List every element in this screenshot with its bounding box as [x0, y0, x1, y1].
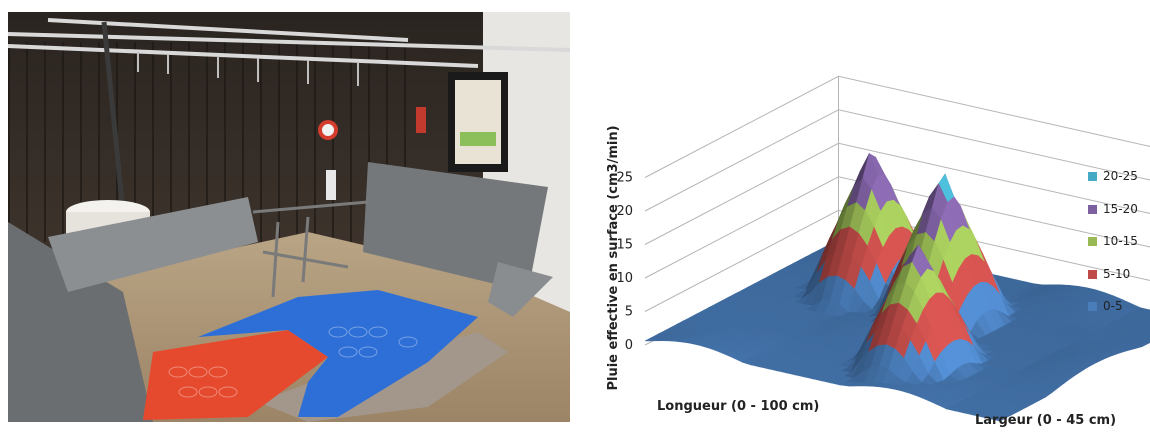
- legend-item: 0-5: [1088, 298, 1148, 331]
- y-axis-label: Largeur (0 - 45 cm): [975, 413, 1116, 428]
- gridline: [645, 76, 1150, 177]
- legend-item: 20-25: [1088, 168, 1148, 201]
- legend-item: 10-15: [1088, 233, 1148, 266]
- z-tick-label: 5: [625, 305, 633, 320]
- poster-panel: [460, 132, 496, 146]
- z-axis-label: Pluie effective en surface (cm3/min): [606, 125, 621, 390]
- legend-swatch-20-25: [1088, 172, 1097, 181]
- rainfall-simulator-photo: [8, 12, 570, 422]
- z-tick-label: 0: [625, 338, 633, 353]
- legend-swatch-0-5: [1088, 302, 1097, 311]
- legend-swatch-10-15: [1088, 237, 1097, 246]
- wall-poster: [455, 80, 501, 164]
- legend-label: 10-15: [1103, 233, 1138, 249]
- surface-plot: [645, 154, 1150, 421]
- sensor-box: [326, 170, 336, 200]
- x-axis-label: Longueur (0 - 100 cm): [657, 399, 819, 414]
- legend-label: 5-10: [1103, 266, 1130, 282]
- gridline: [645, 110, 1150, 211]
- photo-scene: [8, 12, 570, 422]
- legend-label: 15-20: [1103, 201, 1138, 217]
- chart-legend: 20-25 15-20 10-15 5-10 0-5: [1088, 168, 1148, 331]
- legend-item: 5-10: [1088, 266, 1148, 299]
- legend-label: 0-5: [1103, 298, 1123, 314]
- legend-swatch-5-10: [1088, 270, 1097, 279]
- fire-extinguisher-sign: [416, 107, 426, 133]
- legend-label: 20-25: [1103, 168, 1138, 184]
- legend-item: 15-20: [1088, 201, 1148, 234]
- legend-swatch-15-20: [1088, 205, 1097, 214]
